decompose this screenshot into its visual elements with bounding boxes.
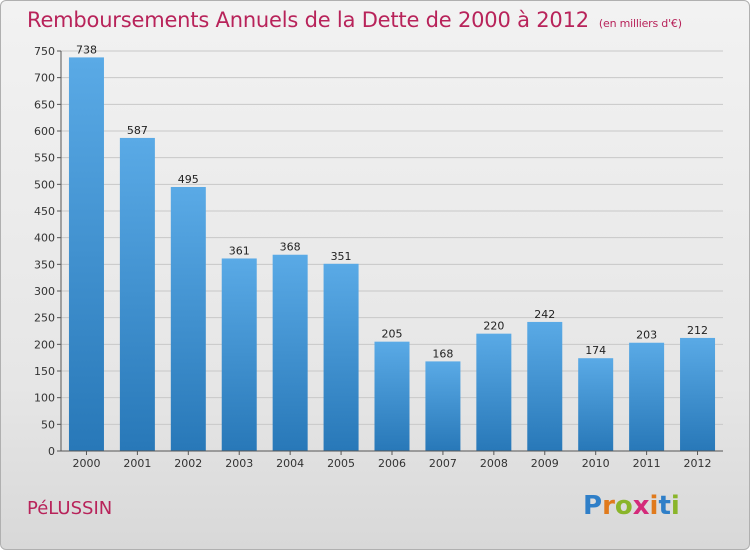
x-tick-label: 2011	[633, 457, 661, 470]
y-tick-label: 500	[34, 178, 55, 191]
bar-value-label: 203	[636, 329, 657, 342]
y-tick-label: 150	[34, 365, 55, 378]
x-tick-label: 2008	[480, 457, 508, 470]
y-tick-label: 100	[34, 392, 55, 405]
x-tick-label: 2007	[429, 457, 457, 470]
y-tick-label: 700	[34, 72, 55, 85]
x-tick-label: 2000	[72, 457, 100, 470]
bar-value-label: 220	[483, 320, 504, 333]
logo-letter: x	[632, 491, 650, 521]
chart-subtitle: (en milliers d'€)	[598, 17, 682, 30]
bar-value-label: 738	[76, 43, 97, 56]
bar-value-label: 368	[280, 241, 301, 254]
bar	[68, 57, 104, 452]
bar-value-label: 351	[331, 250, 352, 263]
bar-value-label: 361	[229, 244, 250, 257]
x-tick-label: 2002	[174, 457, 202, 470]
x-tick-label: 2006	[378, 457, 406, 470]
y-tick-label: 0	[48, 445, 55, 458]
bar	[170, 187, 206, 451]
y-tick-label: 350	[34, 258, 55, 271]
axes: 0 50 100 150 200 250 300 350 400 450 500 550 600 650 7…	[34, 45, 723, 470]
bar	[629, 342, 665, 451]
bar	[425, 361, 461, 451]
x-tick-label: 2004	[276, 457, 304, 470]
bar-value-label: 495	[178, 173, 199, 186]
y-tick-label: 50	[41, 418, 55, 431]
bar	[374, 341, 410, 451]
y-tick-label: 650	[34, 98, 55, 111]
data-labels: 738 587 495 361 368 351 205 168 220 242 174 203 212	[76, 43, 708, 360]
x-tick-label: 2005	[327, 457, 355, 470]
y-tick-label: 400	[34, 232, 55, 245]
proxiti-logo: Proxiti	[583, 491, 680, 521]
y-tick-label: 450	[34, 205, 55, 218]
y-tick-label: 200	[34, 338, 55, 351]
bar-value-label: 587	[127, 124, 148, 137]
x-tick-label: 2012	[684, 457, 712, 470]
bar-value-label: 205	[382, 328, 403, 341]
y-tick-label: 750	[34, 45, 55, 58]
logo-letter: r	[602, 491, 615, 521]
chart-title: Remboursements Annuels de la Dette de 20…	[27, 8, 682, 32]
bar-value-label: 168	[432, 347, 453, 360]
x-tick-label: 2010	[582, 457, 610, 470]
logo-letter: o	[614, 491, 633, 521]
bar	[323, 263, 359, 451]
y-tick-label: 600	[34, 125, 55, 138]
logo-letter: i	[649, 491, 659, 521]
bar	[476, 333, 512, 451]
bar	[272, 254, 308, 451]
x-tick-label: 2001	[123, 457, 151, 470]
bars	[68, 57, 716, 452]
y-tick-label: 550	[34, 152, 55, 165]
y-tick-label: 250	[34, 312, 55, 325]
x-tick-label: 2009	[531, 457, 559, 470]
bar	[221, 258, 257, 451]
bar-value-label: 242	[534, 308, 555, 321]
commune-name: PéLUSSIN	[27, 498, 113, 519]
x-tick-label: 2003	[225, 457, 253, 470]
logo-letter: i	[670, 491, 680, 521]
logo-letter: P	[583, 491, 603, 521]
bar	[527, 321, 563, 451]
y-tick-label: 300	[34, 285, 55, 298]
chart-title-text: Remboursements Annuels de la Dette de 20…	[27, 8, 589, 32]
bar-value-label: 212	[687, 324, 708, 337]
bar	[578, 358, 614, 451]
bar	[119, 137, 155, 451]
logo-letter: t	[658, 491, 671, 521]
bar	[680, 337, 716, 451]
bar-value-label: 174	[585, 344, 606, 357]
